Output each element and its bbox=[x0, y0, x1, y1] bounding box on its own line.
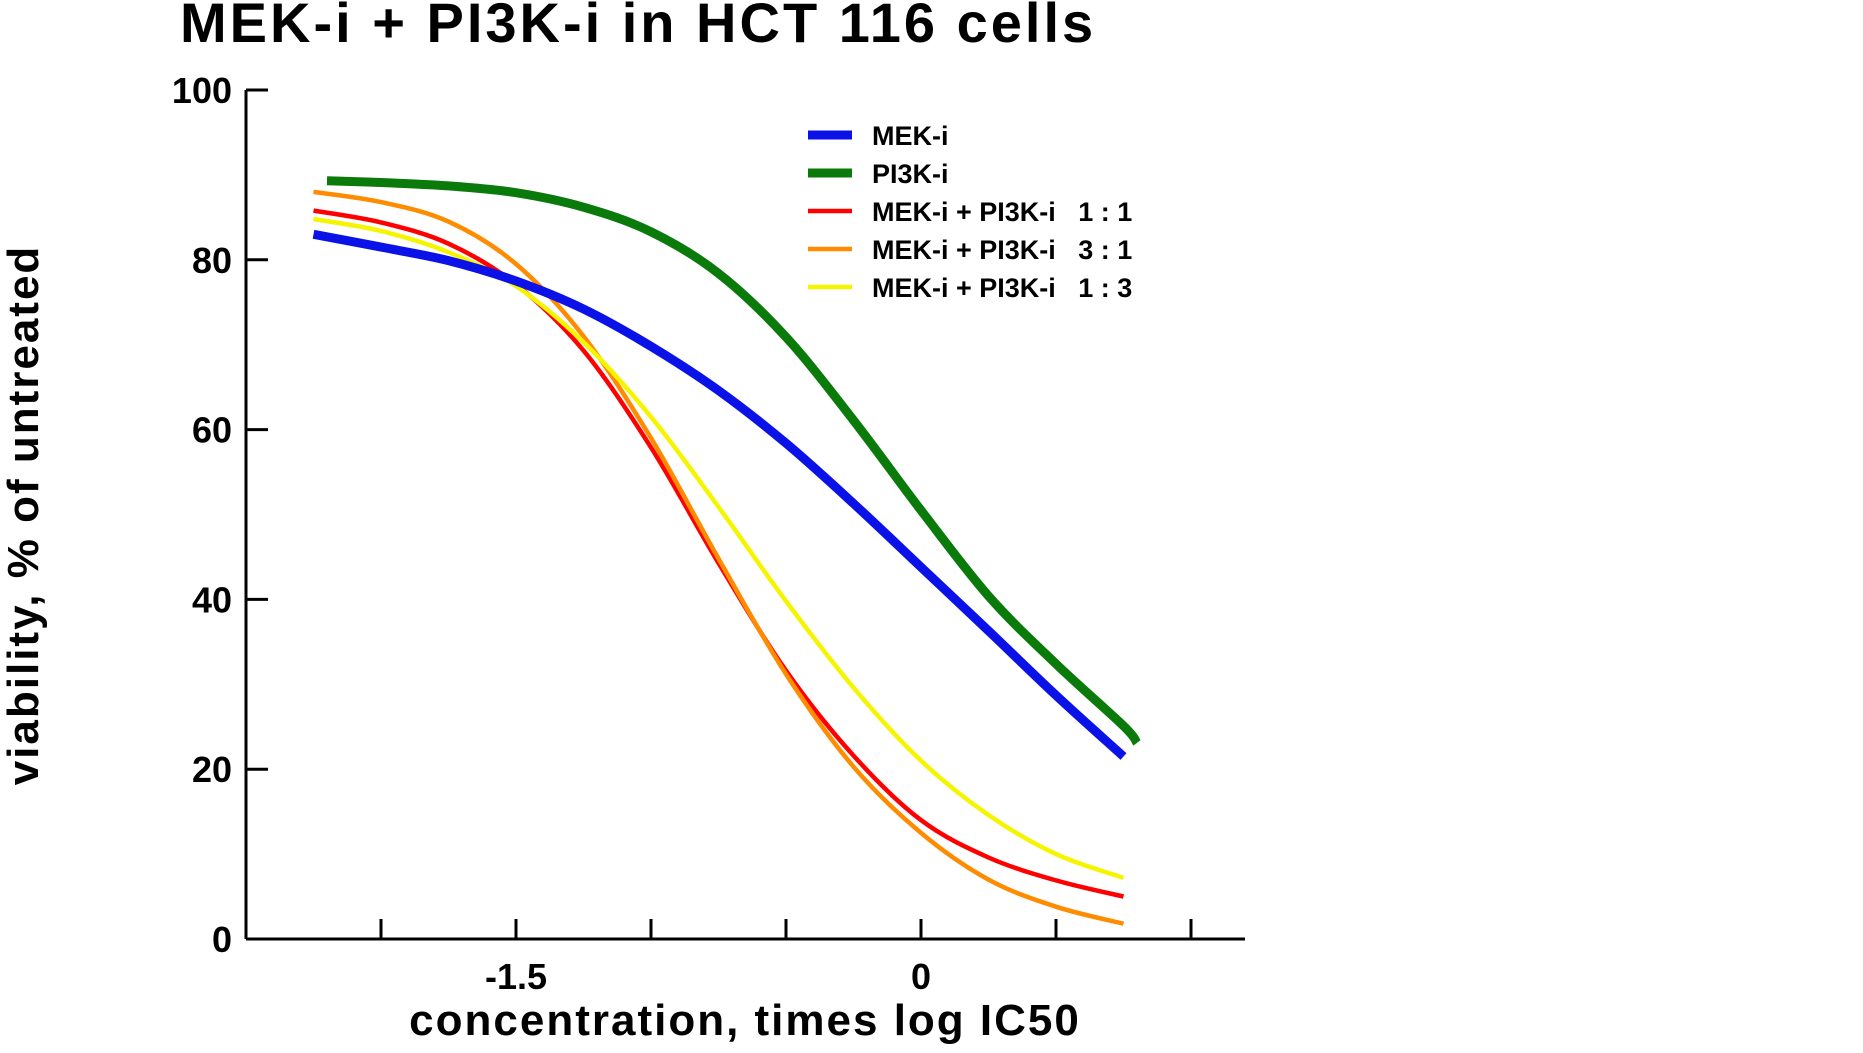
series-line-4 bbox=[313, 189, 1125, 926]
y-tick-label: 0 bbox=[212, 919, 232, 960]
y-tick-label: 40 bbox=[192, 579, 232, 620]
x-tick-label: 0 bbox=[911, 956, 931, 997]
series-line-1 bbox=[312, 229, 1127, 760]
series-line-3 bbox=[313, 208, 1125, 899]
x-tick-label: -1.5 bbox=[485, 956, 547, 997]
y-tick-label: 60 bbox=[192, 410, 232, 451]
y-tick-label: 80 bbox=[192, 240, 232, 281]
chart-title: MEK-i + PI3K-i in HCT 116 cells bbox=[180, 0, 1096, 54]
y-tick-label: 20 bbox=[192, 749, 232, 790]
legend-label: MEK-i bbox=[872, 121, 949, 151]
series-lines bbox=[312, 176, 1141, 926]
y-tick-label: 100 bbox=[172, 70, 232, 111]
legend-label: PI3K-i bbox=[872, 159, 949, 189]
axes: 0 20 40 60 80 100 -1.5 0 bbox=[172, 70, 1245, 997]
y-axis-label: viability, % of untreated bbox=[0, 245, 48, 786]
legend-label: MEK-i + PI3K-i 1 : 3 bbox=[872, 273, 1132, 303]
legend-label: MEK-i + PI3K-i 1 : 1 bbox=[872, 197, 1132, 227]
legend-label: MEK-i + PI3K-i 3 : 1 bbox=[872, 235, 1132, 265]
legend: MEK-i PI3K-i MEK-i + PI3K-i 1 : 1 MEK-i + P… bbox=[808, 121, 1132, 303]
x-axis-label: concentration, times log IC50 bbox=[409, 996, 1081, 1045]
series-line-5 bbox=[313, 216, 1125, 881]
series-line-2 bbox=[326, 176, 1141, 746]
